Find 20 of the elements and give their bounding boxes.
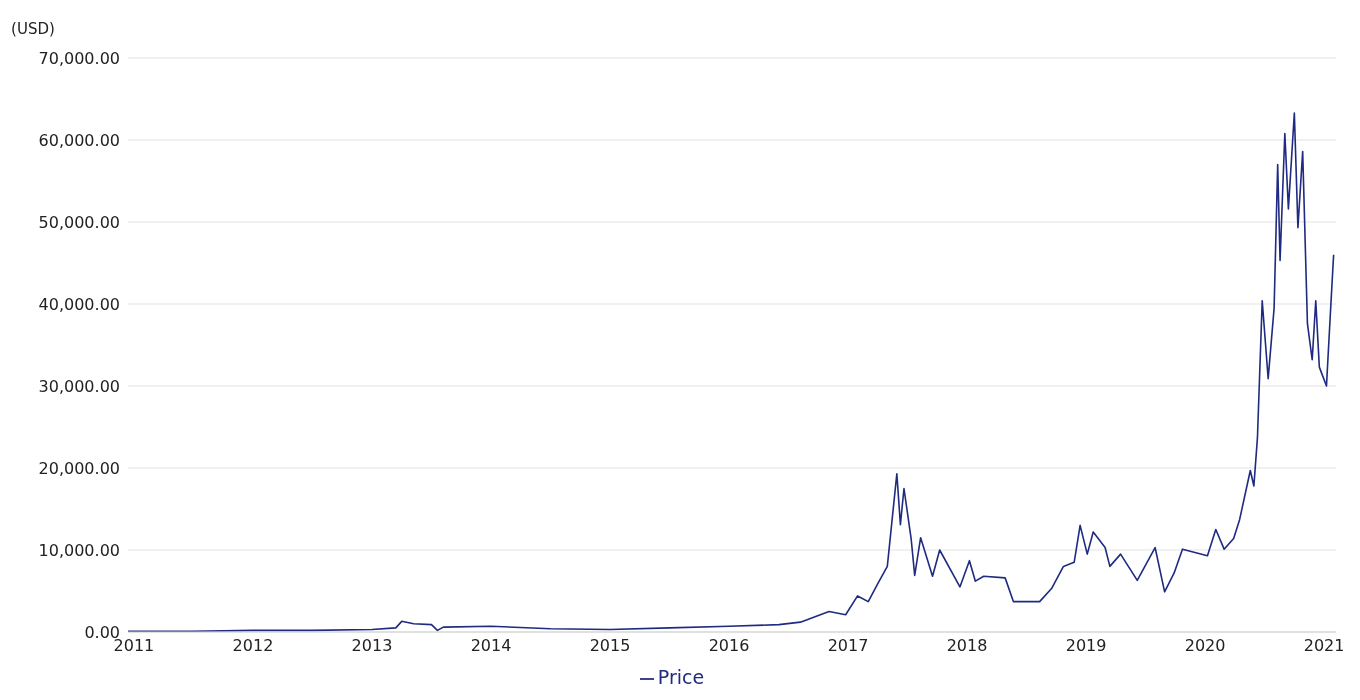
x-tick-label: 2015 bbox=[589, 636, 631, 656]
y-tick-label: 10,000.00 bbox=[38, 540, 120, 560]
y-axis-title: (USD) bbox=[11, 20, 55, 38]
x-tick-label: 2021 bbox=[1303, 636, 1345, 656]
x-tick-label: 2020 bbox=[1184, 636, 1226, 656]
x-tick-label: 2016 bbox=[708, 636, 750, 656]
y-tick-label: 50,000.00 bbox=[38, 212, 120, 232]
y-tick-label: 30,000.00 bbox=[38, 376, 120, 396]
x-tick-label: 2018 bbox=[946, 636, 988, 656]
y-tick-label: 70,000.00 bbox=[38, 48, 120, 68]
x-tick-label: 2014 bbox=[470, 636, 512, 656]
x-tick-label: 2012 bbox=[232, 636, 274, 656]
x-tick-label: 2019 bbox=[1065, 636, 1107, 656]
y-tick-label: 60,000.00 bbox=[38, 130, 120, 150]
x-tick-label: 2017 bbox=[827, 636, 869, 656]
y-tick-label: 20,000.00 bbox=[38, 458, 120, 478]
line-series bbox=[128, 112, 1335, 632]
legend-label: Price bbox=[657, 666, 705, 688]
x-tick-label: 2013 bbox=[351, 636, 393, 656]
y-tick-label: 40,000.00 bbox=[38, 294, 120, 314]
